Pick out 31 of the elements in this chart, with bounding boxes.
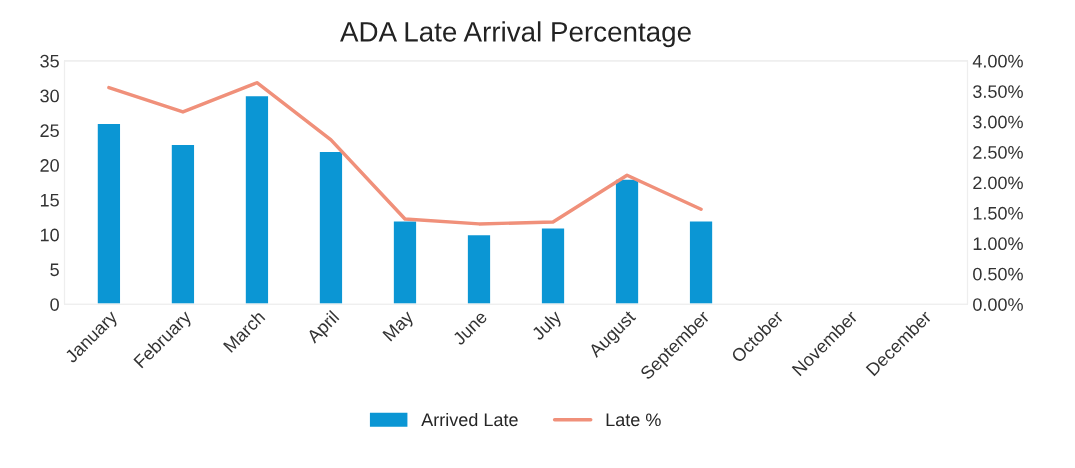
y2-tick-label: 2.00% (973, 176, 1023, 190)
y-tick-label: 5 (50, 263, 59, 277)
y-tick-label: 0 (50, 298, 59, 311)
bar (688, 220, 714, 305)
legend-label: Late % (606, 413, 661, 427)
bar (614, 178, 640, 305)
bar (170, 143, 196, 305)
y2-tick-label: 1.00% (973, 237, 1023, 251)
y2-tick-label: 4.00% (972, 54, 1023, 68)
y-tick-label: 20 (40, 159, 59, 172)
bar (96, 122, 122, 305)
y-tick-label: 25 (40, 124, 59, 138)
y2-tick-label: 3.00% (973, 115, 1023, 129)
y-tick-label: 35 (40, 54, 59, 68)
y-tick-label: 15 (40, 194, 59, 207)
y2-tick-label: 2.50% (973, 146, 1023, 159)
bar (318, 150, 344, 305)
x-tick-label: July (530, 309, 565, 344)
line-series (107, 81, 703, 226)
y2-tick-label: 1.50% (973, 206, 1023, 220)
bar (540, 227, 566, 305)
y-tick-label: 10 (40, 228, 59, 242)
y-tick-label: 30 (40, 89, 59, 103)
bar (392, 220, 418, 305)
legend-label: Arrived Late (421, 412, 518, 427)
y2-tick-label: 0.00% (973, 298, 1023, 311)
y2-tick-label: 0.50% (973, 267, 1023, 281)
bar (466, 233, 492, 305)
y2-tick-label: 3.50% (973, 85, 1023, 98)
bar (244, 94, 270, 305)
chart-title: ADA Late Arrival Percentage (340, 21, 691, 48)
